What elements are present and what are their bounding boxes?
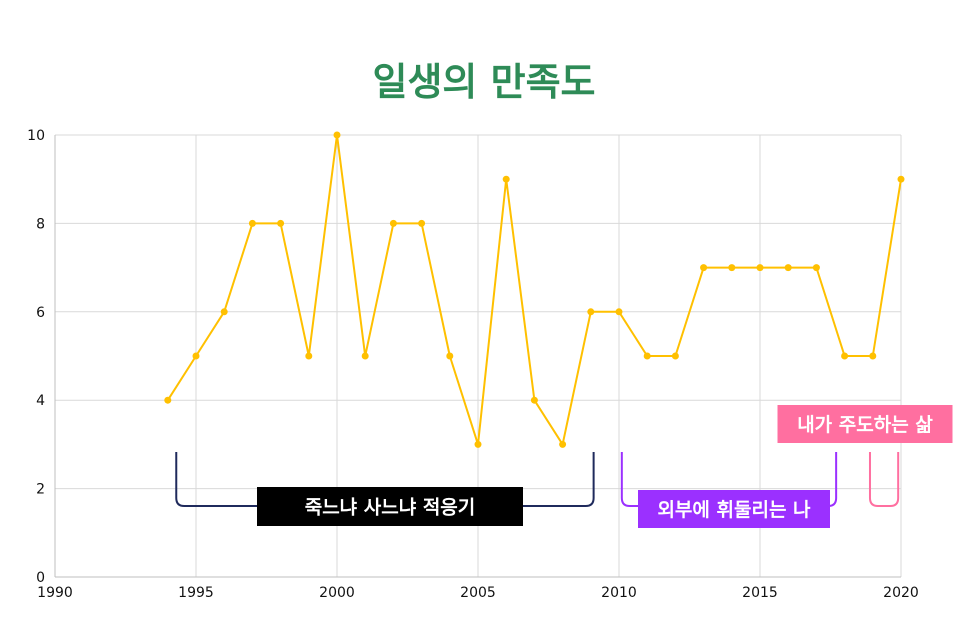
data-point xyxy=(728,264,736,272)
data-point xyxy=(700,264,708,272)
annotation-label: 죽느냐 사느냐 적응기 xyxy=(305,497,476,519)
x-tick-label: 2010 xyxy=(601,585,637,601)
data-point xyxy=(559,440,567,448)
data-point xyxy=(446,352,454,360)
annotation-bracket xyxy=(868,452,900,507)
annotation-label: 내가 주도하는 삶 xyxy=(797,414,933,436)
data-point xyxy=(671,352,679,360)
data-point xyxy=(474,440,482,448)
data-point xyxy=(277,219,285,227)
data-point xyxy=(192,352,200,360)
x-tick-label: 1995 xyxy=(178,585,214,601)
data-point xyxy=(333,131,341,139)
data-point xyxy=(784,264,792,272)
data-point xyxy=(841,352,849,360)
y-tick-label: 6 xyxy=(36,305,45,321)
annotation-label-box xyxy=(777,405,953,443)
data-point xyxy=(869,352,877,360)
data-point xyxy=(756,264,764,272)
data-point xyxy=(164,396,172,404)
x-tick-label: 2000 xyxy=(319,585,355,601)
axes: 0 2 4 6 8 10 1990 1995 2000 2005 2010 2015 2020 xyxy=(27,128,919,601)
y-tick-label: 8 xyxy=(36,216,45,232)
data-point xyxy=(418,219,426,227)
y-tick-label: 4 xyxy=(36,393,45,409)
data-point xyxy=(812,264,820,272)
data-point xyxy=(643,352,651,360)
data-point xyxy=(220,308,228,316)
data-point xyxy=(897,175,905,183)
data-point xyxy=(587,308,595,316)
annotations: 죽느냐 사느냐 적응기 외부에 휘둘리는 나 내가 주도하는 삶 xyxy=(175,405,953,528)
chart-title: 일생의 만족도 xyxy=(373,60,596,104)
data-point xyxy=(389,219,397,227)
annotation-label: 외부에 휘둘리는 나 xyxy=(657,499,811,521)
x-tick-label: 2020 xyxy=(883,585,919,601)
annotation-label-box xyxy=(257,487,523,526)
data-point xyxy=(615,308,623,316)
series-group xyxy=(164,131,905,448)
y-tick-label: 10 xyxy=(27,128,45,144)
y-tick-label: 0 xyxy=(36,570,45,586)
x-tick-label: 1990 xyxy=(37,585,73,601)
data-point xyxy=(361,352,369,360)
x-tick-label: 2015 xyxy=(742,585,778,601)
y-tick-label: 2 xyxy=(36,482,45,498)
data-point xyxy=(502,175,510,183)
data-point xyxy=(248,219,256,227)
data-point xyxy=(530,396,538,404)
data-point xyxy=(305,352,313,360)
x-tick-label: 2005 xyxy=(460,585,496,601)
annotation-label-box xyxy=(638,490,830,528)
